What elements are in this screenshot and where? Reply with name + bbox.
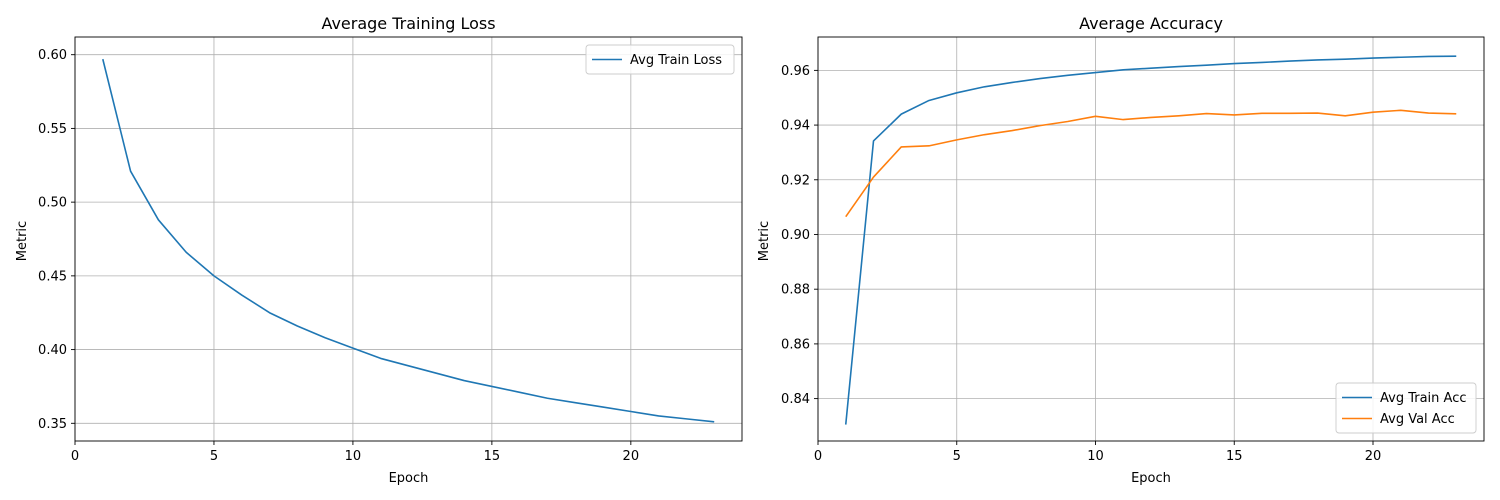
y-axis-label: Metric xyxy=(15,221,30,261)
y-tick-label: 0.84 xyxy=(781,392,810,407)
legend: Avg Train Acc Avg Val Acc xyxy=(1335,382,1477,434)
y-tick-label: 0.50 xyxy=(38,196,67,211)
x-tick-label: 10 xyxy=(345,449,362,464)
chart-title: Average Training Loss xyxy=(321,14,495,33)
series-line xyxy=(845,109,1457,218)
legend-box xyxy=(585,44,735,75)
x-tick-label: 5 xyxy=(953,449,961,464)
y-tick-label: 0.60 xyxy=(38,48,67,63)
x-tick-label: 15 xyxy=(484,449,501,464)
x-tick-label: 20 xyxy=(1365,449,1382,464)
x-tick-label: 10 xyxy=(1087,449,1104,464)
accuracy-chart: Average Accuracy Epoch Metric 0 5 10 15 20 0.… xyxy=(757,14,1485,486)
x-axis-label: Epoch xyxy=(389,471,429,486)
legend-label: Avg Val Acc xyxy=(1380,412,1455,427)
x-tick-label: 15 xyxy=(1226,449,1243,464)
y-tick-label: 0.40 xyxy=(38,343,67,358)
legend: Avg Train Loss xyxy=(585,44,735,75)
plot-frame xyxy=(817,36,1485,442)
series-line xyxy=(102,58,715,423)
y-tick-label: 0.45 xyxy=(38,269,67,284)
y-tick-label: 0.55 xyxy=(38,122,67,137)
x-tick-label: 0 xyxy=(814,449,822,464)
training-loss-chart: Average Training Loss Epoch Metric 0 5 10 1… xyxy=(15,14,743,486)
chart-title: Average Accuracy xyxy=(1079,14,1223,33)
y-tick-label: 0.90 xyxy=(781,228,810,243)
legend-box xyxy=(1335,382,1477,434)
y-tick-label: 0.92 xyxy=(781,173,810,188)
y-axis-label: Metric xyxy=(757,221,772,261)
y-tick-label: 0.88 xyxy=(781,283,810,298)
legend-label: Avg Train Acc xyxy=(1380,391,1467,406)
y-tick-label: 0.86 xyxy=(781,337,810,352)
x-tick-label: 20 xyxy=(623,449,640,464)
plot-frame xyxy=(74,36,743,442)
y-tick-label: 0.94 xyxy=(781,119,810,134)
series-line xyxy=(844,55,1457,425)
x-axis-label: Epoch xyxy=(1131,471,1171,486)
y-tick-label: 0.96 xyxy=(781,64,810,79)
y-tick-label: 0.35 xyxy=(38,417,67,432)
x-tick-label: 5 xyxy=(210,449,218,464)
x-tick-label: 0 xyxy=(71,449,79,464)
legend-label: Avg Train Loss xyxy=(630,53,722,68)
